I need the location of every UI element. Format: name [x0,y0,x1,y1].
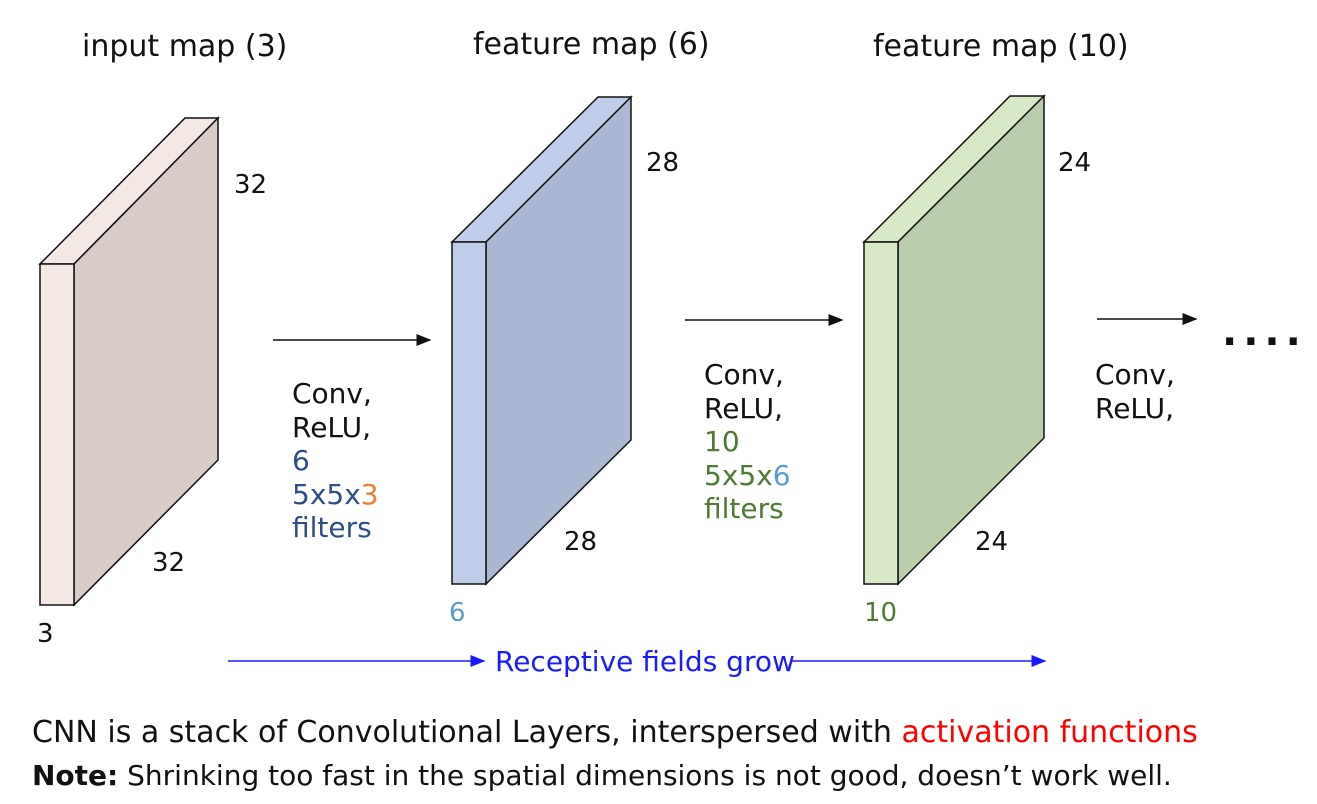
conv1-line2: ReLU, [292,410,372,444]
continuation-ellipsis: .... [1222,309,1307,355]
conv2-dims-prefix: 5x5x [704,458,773,492]
feature-map-10-width-label: 24 [975,527,1009,557]
caption-line-2: Note: Shrinking too fast in the spatial … [32,762,1172,790]
conv2-filters: filters [704,492,784,526]
conv2-count: 10 [704,425,740,459]
feature-map-6-height-label: 28 [646,148,680,178]
feature-map-10-title: feature map (10) [873,29,1129,64]
conv2-dims-depth: 6 [772,458,791,492]
feature-map-6-depth-label: 6 [449,598,466,628]
feature-map-10-depth-label: 10 [864,598,898,628]
conv3-line2: ReLU, [1095,391,1175,425]
conv2-description: Conv, ReLU, 10 5x5x6 filters [704,358,791,526]
conv3-description: Conv, ReLU, [1095,358,1175,425]
caption-line-1: CNN is a stack of Convolutional Layers, … [32,718,1198,748]
caption-line-1-main: CNN is a stack of Convolutional Layers, … [32,715,902,750]
conv1-dims: 5x5x3 [292,478,379,512]
conv1-dims-depth: 3 [360,477,379,511]
conv1-count: 6 [292,444,310,478]
feature-map-10-height-label: 24 [1058,148,1092,178]
conv2-line1: Conv, [704,358,784,391]
conv1-filters: filters [292,511,372,545]
input-map-depth-label: 3 [37,619,54,649]
feature-map-10-side [863,241,899,585]
input-map-height-label: 32 [234,170,268,200]
feature-map-6-side [451,241,487,585]
conv2-line2: ReLU, [704,391,784,425]
caption-note-label: Note: [32,759,119,792]
conv1-dims-prefix: 5x5x [292,477,361,511]
conv3-line1: Conv, [1095,358,1175,391]
feature-map-6-title: feature map (6) [473,27,710,62]
input-map-side [39,263,75,606]
caption-line-1-red: activation functions [901,715,1198,750]
input-map-title: input map (3) [82,29,288,64]
caption-line-2-rest: Shrinking too fast in the spatial dimens… [118,759,1172,792]
conv2-dims: 5x5x6 [704,459,791,493]
receptive-fields-label: Receptive fields grow [495,645,795,678]
conv1-line1: Conv, [292,377,372,410]
feature-map-6-width-label: 28 [564,527,598,557]
input-map-width-label: 32 [152,548,186,578]
conv1-description: Conv, ReLU, 6 5x5x3 filters [292,377,379,545]
